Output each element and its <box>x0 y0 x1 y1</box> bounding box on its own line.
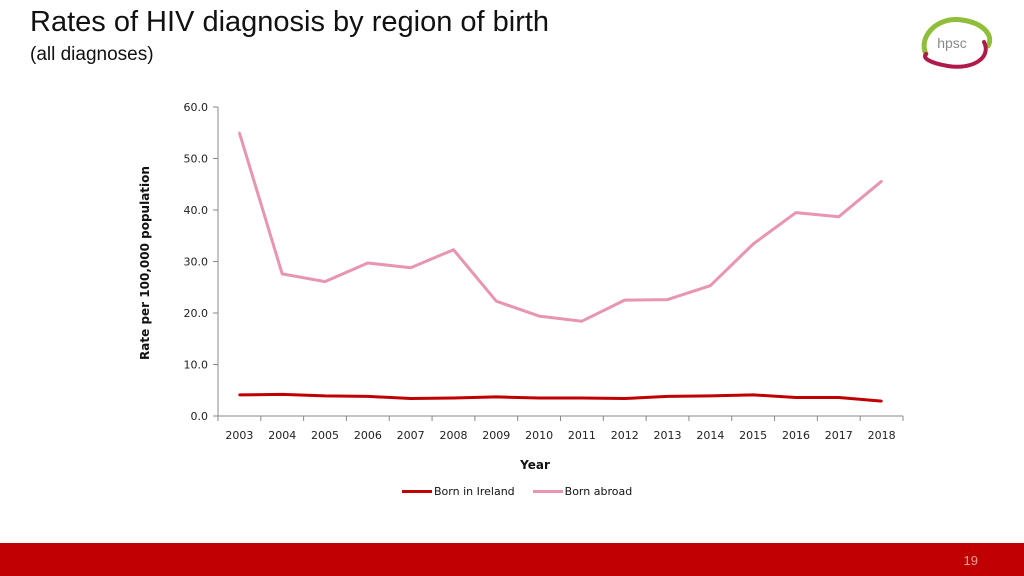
data-point <box>794 211 798 214</box>
data-point <box>281 272 284 276</box>
data-point <box>666 395 669 398</box>
legend-item-born-in-ireland: Born in Ireland <box>402 485 515 498</box>
footer-bar: 19 <box>0 543 1024 576</box>
x-tick-label: 2018 <box>868 429 896 442</box>
data-point <box>281 393 284 396</box>
data-point <box>537 396 541 400</box>
data-point <box>495 395 498 399</box>
data-point <box>238 131 241 134</box>
x-tick-label: 2010 <box>525 429 553 442</box>
legend-item-born-abroad: Born abroad <box>532 485 633 498</box>
y-tick-label: 40.0 <box>184 204 209 217</box>
logo-text: hpsc <box>937 35 967 51</box>
chart-axes <box>217 107 903 417</box>
slide-title: Rates of HIV diagnosis by region of birt… <box>30 6 550 38</box>
data-point <box>452 248 455 251</box>
data-point <box>366 395 370 398</box>
x-tick-label: 2015 <box>739 429 767 442</box>
x-tick-label: 2004 <box>268 429 296 442</box>
data-point <box>580 320 584 323</box>
data-point <box>452 396 455 400</box>
series-line-born-in-ireland <box>239 392 882 403</box>
y-tick-label: 10.0 <box>184 359 209 372</box>
data-point <box>238 393 241 397</box>
x-tick-label: 2006 <box>354 429 382 442</box>
y-tick-label: 60.0 <box>184 101 209 114</box>
slide-subtitle: (all diagnoses) <box>30 44 154 65</box>
data-point <box>537 314 541 318</box>
data-point <box>623 397 626 400</box>
x-tick-label: 2005 <box>311 429 339 442</box>
data-point <box>709 394 712 398</box>
chart-ticks: 0.0 10.0 20.0 30.0 40.0 50.0 60.0 2003 2004 2005 2… <box>184 101 904 442</box>
data-point <box>837 396 840 399</box>
y-tick-label: 20.0 <box>184 307 209 320</box>
y-axis-label: Rate per 100,000 population <box>138 166 152 360</box>
data-point <box>409 266 412 269</box>
x-axis-label: Year <box>520 458 550 472</box>
data-point <box>323 394 327 398</box>
legend-label: Born abroad <box>564 485 633 498</box>
data-point <box>323 280 327 283</box>
x-tick-label: 2008 <box>439 429 467 442</box>
x-tick-label: 2009 <box>482 429 510 442</box>
data-point <box>623 298 626 302</box>
series-line-born-abroad <box>237 132 883 323</box>
legend-swatch <box>402 490 432 493</box>
x-tick-label: 2017 <box>825 429 853 442</box>
y-tick-label: 50.0 <box>184 153 209 166</box>
data-point <box>709 284 712 287</box>
data-point <box>666 298 669 301</box>
data-point <box>580 396 584 400</box>
legend-label: Born in Ireland <box>434 485 515 498</box>
page-number: 19 <box>963 553 978 568</box>
y-tick-label: 30.0 <box>184 256 209 269</box>
data-point <box>880 179 883 183</box>
data-point <box>837 215 840 218</box>
x-tick-label: 2007 <box>397 429 425 442</box>
chart-legend: Born in Ireland Born abroad <box>402 485 650 498</box>
legend-swatch <box>532 490 563 493</box>
data-point <box>409 397 412 400</box>
data-point <box>751 242 755 246</box>
x-tick-label: 2012 <box>611 429 639 442</box>
data-point <box>751 393 755 397</box>
x-tick-label: 2016 <box>782 429 810 442</box>
x-tick-label: 2011 <box>568 429 596 442</box>
data-point <box>495 299 498 303</box>
chart-lines <box>237 131 883 403</box>
x-tick-label: 2014 <box>696 429 724 442</box>
hpsc-logo: hpsc <box>921 17 993 69</box>
data-point <box>794 396 798 399</box>
x-tick-label: 2013 <box>654 429 682 442</box>
y-tick-label: 0.0 <box>191 410 209 423</box>
data-point <box>366 261 370 265</box>
x-tick-label: 2003 <box>225 429 253 442</box>
data-point <box>880 399 883 403</box>
